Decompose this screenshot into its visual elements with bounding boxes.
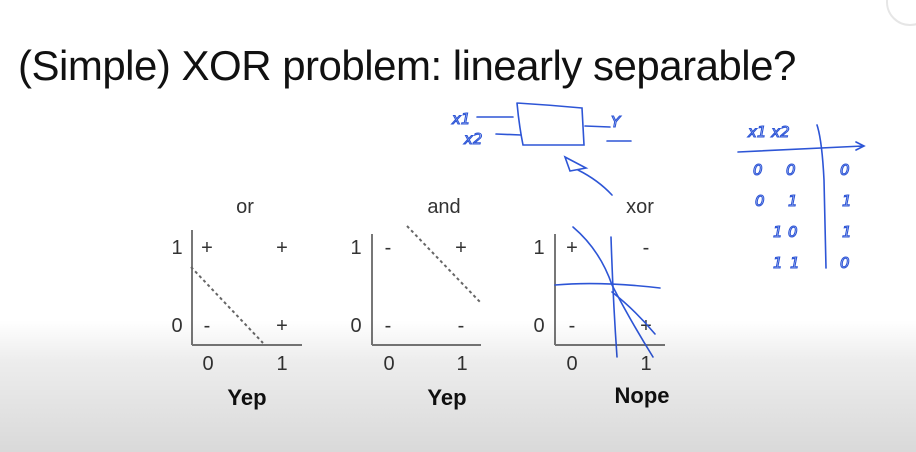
cell: 1 [790, 254, 800, 272]
table-row: 1 0 1 [772, 222, 852, 241]
cell: 1 [788, 192, 798, 210]
y-tick-label: 1 [171, 237, 182, 259]
plot-title: and [427, 196, 460, 218]
table-row: 0 0 0 [752, 160, 850, 179]
truth-table: x1 x2 0 0 0 0 1 1 1 0 1 1 1 0 [737, 122, 866, 273]
output-lines [584, 125, 632, 142]
cell: 0 [755, 192, 765, 210]
x-tick-label: 0 [202, 353, 213, 375]
ink-line [610, 236, 618, 358]
verdict: Nope [615, 383, 670, 408]
y-tick-label: 1 [350, 237, 361, 259]
separator-line [190, 266, 264, 344]
input-lines [476, 116, 522, 136]
cell: 0 [840, 254, 850, 272]
point-mark: - [385, 237, 392, 259]
point-mark: - [385, 315, 392, 337]
verdict: Yep [427, 385, 466, 410]
y-tick-label: 1 [533, 237, 544, 259]
x-tick-label: 0 [383, 353, 394, 375]
x-tick-label: 0 [566, 353, 577, 375]
or-plot: or 1 0 0 1 + + - + Yep [171, 196, 302, 410]
x-tick-label: 1 [640, 353, 651, 375]
point-mark: - [204, 315, 211, 337]
plot-title: xor [626, 196, 654, 218]
point-mark: + [276, 237, 288, 259]
xor-plot: xor 1 0 0 1 + - - + Nope [533, 196, 669, 408]
table-header: x1 x2 [747, 123, 790, 141]
table-divider [816, 124, 827, 269]
cell: 1 [842, 192, 852, 210]
perceptron-box [516, 102, 585, 146]
point-mark: + [640, 315, 652, 337]
cell: 0 [753, 161, 763, 179]
perceptron-sketch: x1 x2 Y [450, 102, 632, 196]
verdict: Yep [227, 385, 266, 410]
point-mark: + [455, 237, 467, 259]
separator-line [406, 225, 481, 303]
cell: 1 [842, 223, 852, 241]
arrow-icon [563, 155, 613, 196]
x-tick-label: 1 [276, 353, 287, 375]
input-label: x1 [451, 110, 470, 128]
cell: 1 [773, 254, 783, 272]
point-mark: - [643, 237, 650, 259]
y-tick-label: 0 [533, 315, 544, 337]
x-tick-label: 1 [456, 353, 467, 375]
slide-title: (Simple) XOR problem: linearly separable… [18, 42, 796, 89]
cell: 0 [840, 161, 850, 179]
input-label: x2 [463, 130, 482, 148]
ink-line [572, 226, 654, 358]
point-mark: + [201, 237, 213, 259]
y-tick-label: 0 [350, 315, 361, 337]
y-tick-label: 0 [171, 315, 182, 337]
and-plot: and 1 0 0 1 - + - - Yep [350, 196, 481, 410]
cell: 0 [788, 223, 798, 241]
table-header-line [737, 141, 866, 153]
point-mark: - [458, 315, 465, 337]
cell: 0 [786, 161, 796, 179]
table-row: 1 1 0 [772, 253, 850, 272]
ink-line [554, 282, 661, 289]
plot-title: or [236, 196, 254, 218]
output-label: Y [611, 113, 622, 131]
point-mark: - [569, 315, 576, 337]
point-mark: + [276, 315, 288, 337]
cell: 1 [773, 223, 783, 241]
point-mark: + [566, 237, 578, 259]
ink-line [611, 291, 656, 335]
table-row: 0 1 1 [754, 191, 852, 210]
